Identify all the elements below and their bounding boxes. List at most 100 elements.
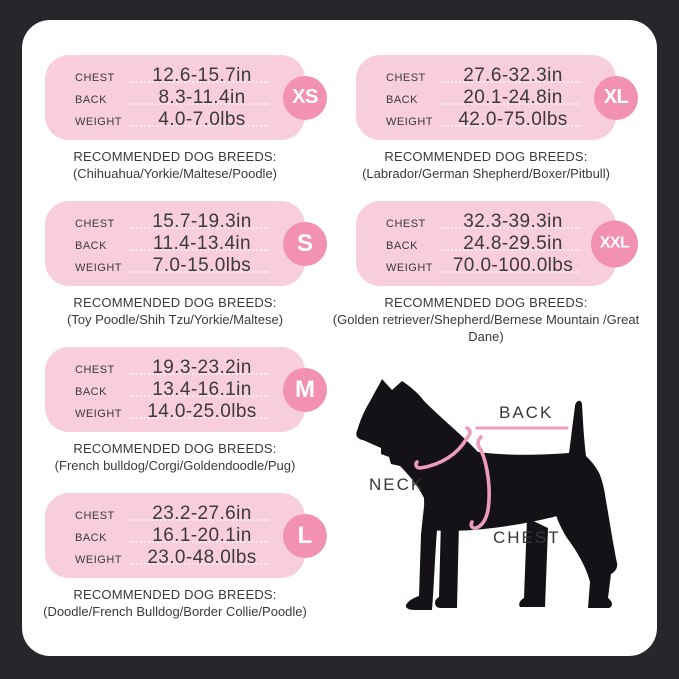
recommended-breeds-caption: RECOMMENDED DOG BREEDS: (Labrador/German… bbox=[331, 149, 641, 183]
weight-value: 42.0-75.0lbs bbox=[458, 109, 568, 130]
back-measure-label: BACK bbox=[499, 403, 554, 422]
size-badge: XS bbox=[283, 75, 327, 120]
chest-label: CHEST bbox=[75, 364, 115, 376]
recommended-heading: RECOMMENDED DOG BREEDS: bbox=[73, 441, 277, 456]
back-label: BACK bbox=[75, 386, 107, 398]
size-card-body: CHEST 15.7-19.3in BACK 11.4-13.4in WEIGH… bbox=[45, 201, 327, 286]
back-value: 8.3-11.4in bbox=[158, 87, 246, 108]
measure-row-chest: CHEST 12.6-15.7in bbox=[75, 65, 271, 86]
breeds-list: (Labrador/German Shepherd/Boxer/Pitbull) bbox=[362, 166, 610, 181]
back-label: BACK bbox=[386, 240, 418, 252]
back-label: BACK bbox=[75, 94, 107, 106]
chest-value: 12.6-15.7in bbox=[152, 65, 252, 86]
size-card-body: CHEST 27.6-32.3in BACK 20.1-24.8in WEIGH… bbox=[356, 55, 638, 140]
recommended-heading: RECOMMENDED DOG BREEDS: bbox=[384, 295, 588, 310]
weight-label: WEIGHT bbox=[75, 408, 122, 420]
dog-front-leg-far bbox=[435, 520, 459, 608]
size-card-xs: CHEST 12.6-15.7in BACK 8.3-11.4in WEIGHT… bbox=[45, 55, 327, 183]
weight-label: WEIGHT bbox=[75, 554, 122, 566]
chest-label: CHEST bbox=[75, 218, 115, 230]
chest-label: CHEST bbox=[386, 72, 426, 84]
measure-row-weight: WEIGHT 4.0-7.0lbs bbox=[75, 109, 271, 130]
measure-row-back: BACK 16.1-20.1in bbox=[75, 525, 271, 546]
measure-row-chest: CHEST 15.7-19.3in bbox=[75, 211, 271, 232]
measure-row-chest: CHEST 27.6-32.3in bbox=[386, 65, 582, 86]
recommended-breeds-caption: RECOMMENDED DOG BREEDS: (Chihuahua/Yorki… bbox=[20, 149, 330, 183]
measure-row-weight: WEIGHT 14.0-25.0lbs bbox=[75, 401, 271, 422]
measure-row-weight: WEIGHT 70.0-100.0lbs bbox=[386, 255, 582, 276]
weight-value: 70.0-100.0lbs bbox=[452, 255, 574, 276]
measure-row-back: BACK 8.3-11.4in bbox=[75, 87, 271, 108]
size-card-body: CHEST 23.2-27.6in BACK 16.1-20.1in WEIGH… bbox=[45, 493, 327, 578]
weight-value: 14.0-25.0lbs bbox=[147, 401, 257, 422]
chest-measure-label: CHEST bbox=[493, 528, 561, 547]
weight-value: 4.0-7.0lbs bbox=[158, 109, 246, 130]
dog-front-leg-near bbox=[405, 498, 438, 610]
recommended-breeds-caption: RECOMMENDED DOG BREEDS: (Toy Poodle/Shih… bbox=[20, 295, 330, 329]
neck-measure-label: NECK bbox=[369, 475, 425, 494]
weight-value: 23.0-48.0lbs bbox=[147, 547, 257, 568]
weight-label: WEIGHT bbox=[386, 116, 433, 128]
measure-row-back: BACK 13.4-16.1in bbox=[75, 379, 271, 400]
size-card-s: CHEST 15.7-19.3in BACK 11.4-13.4in WEIGH… bbox=[45, 201, 327, 329]
size-card-xxl: CHEST 32.3-39.3in BACK 24.8-29.5in WEIGH… bbox=[333, 201, 639, 345]
back-label: BACK bbox=[386, 94, 418, 106]
weight-label: WEIGHT bbox=[75, 116, 122, 128]
weight-label: WEIGHT bbox=[75, 262, 122, 274]
measure-row-weight: WEIGHT 23.0-48.0lbs bbox=[75, 547, 271, 568]
chest-value: 32.3-39.3in bbox=[463, 211, 563, 232]
back-label: BACK bbox=[75, 240, 107, 252]
chest-strap bbox=[469, 435, 491, 530]
back-label: BACK bbox=[75, 532, 107, 544]
chest-label: CHEST bbox=[386, 218, 426, 230]
recommended-breeds-caption: RECOMMENDED DOG BREEDS: (Doodle/French B… bbox=[20, 587, 330, 621]
measure-row-weight: WEIGHT 7.0-15.0lbs bbox=[75, 255, 271, 276]
measure-row-back: BACK 24.8-29.5in bbox=[386, 233, 582, 254]
measure-row-back: BACK 20.1-24.8in bbox=[386, 87, 582, 108]
size-badge: XL bbox=[594, 75, 638, 120]
measure-row-chest: CHEST 19.3-23.2in bbox=[75, 357, 271, 378]
dog-rear-leg-near bbox=[555, 490, 618, 608]
chest-value: 23.2-27.6in bbox=[152, 503, 252, 524]
chest-value: 27.6-32.3in bbox=[463, 65, 563, 86]
measure-row-back: BACK 11.4-13.4in bbox=[75, 233, 271, 254]
size-card-xl: CHEST 27.6-32.3in BACK 20.1-24.8in WEIGH… bbox=[356, 55, 638, 183]
size-card-body: CHEST 12.6-15.7in BACK 8.3-11.4in WEIGHT… bbox=[45, 55, 327, 140]
measure-row-weight: WEIGHT 42.0-75.0lbs bbox=[386, 109, 582, 130]
size-badge: XXL bbox=[591, 220, 638, 267]
recommended-heading: RECOMMENDED DOG BREEDS: bbox=[73, 149, 277, 164]
breeds-list: (French bulldog/Corgi/Goldendoodle/Pug) bbox=[54, 458, 296, 473]
recommended-heading: RECOMMENDED DOG BREEDS: bbox=[384, 149, 588, 164]
breeds-list: (Golden retriever/Shepherd/Bernese Mount… bbox=[332, 312, 640, 344]
recommended-heading: RECOMMENDED DOG BREEDS: bbox=[73, 587, 277, 602]
chest-value: 19.3-23.2in bbox=[152, 357, 252, 378]
recommended-breeds-caption: RECOMMENDED DOG BREEDS: (Golden retrieve… bbox=[331, 295, 641, 345]
size-badge: S bbox=[283, 221, 327, 266]
back-value: 13.4-16.1in bbox=[152, 379, 252, 400]
size-card-l: CHEST 23.2-27.6in BACK 16.1-20.1in WEIGH… bbox=[43, 493, 327, 621]
size-card-body: CHEST 19.3-23.2in BACK 13.4-16.1in WEIGH… bbox=[45, 347, 327, 432]
size-card-body: CHEST 32.3-39.3in BACK 24.8-29.5in WEIGH… bbox=[356, 201, 638, 286]
breeds-list: (Chihuahua/Yorkie/Maltese/Poodle) bbox=[72, 166, 278, 181]
chest-value: 15.7-19.3in bbox=[152, 211, 252, 232]
weight-label: WEIGHT bbox=[386, 262, 433, 274]
recommended-heading: RECOMMENDED DOG BREEDS: bbox=[73, 295, 277, 310]
chest-label: CHEST bbox=[75, 72, 115, 84]
back-value: 16.1-20.1in bbox=[152, 525, 252, 546]
breeds-list: (Toy Poodle/Shih Tzu/Yorkie/Maltese) bbox=[66, 312, 284, 327]
size-badge: L bbox=[283, 513, 327, 558]
size-badge: M bbox=[283, 367, 327, 412]
neck-strap bbox=[414, 426, 472, 470]
measure-row-chest: CHEST 32.3-39.3in bbox=[386, 211, 582, 232]
size-card-m: CHEST 19.3-23.2in BACK 13.4-16.1in WEIGH… bbox=[45, 347, 327, 475]
back-value: 20.1-24.8in bbox=[463, 87, 563, 108]
dog-silhouette-graphic bbox=[356, 379, 618, 610]
measure-row-chest: CHEST 23.2-27.6in bbox=[75, 503, 271, 524]
chest-label: CHEST bbox=[75, 510, 115, 522]
dog-measurement-diagram: BACK NECK CHEST bbox=[345, 370, 635, 620]
back-value: 24.8-29.5in bbox=[463, 233, 563, 254]
dog-rear-leg-far bbox=[519, 518, 548, 607]
recommended-breeds-caption: RECOMMENDED DOG BREEDS: (French bulldog/… bbox=[20, 441, 330, 475]
back-value: 11.4-13.4in bbox=[152, 233, 252, 254]
breeds-list: (Doodle/French Bulldog/Border Collie/Poo… bbox=[43, 604, 307, 619]
